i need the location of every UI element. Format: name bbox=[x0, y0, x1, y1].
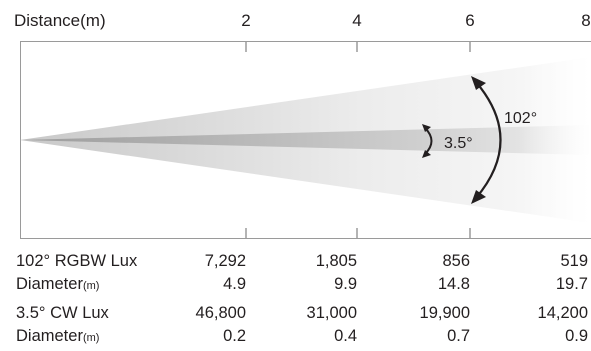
cell-value: 14,200 bbox=[537, 304, 588, 322]
distance-label-6: 6 bbox=[465, 11, 475, 30]
wide-angle-arrow-bottom bbox=[471, 190, 486, 204]
narrow-angle-arrow-top bbox=[422, 124, 431, 132]
row-label: Diameter(m) bbox=[16, 275, 100, 293]
table-row-cw-diameter: Diameter(m) 0.2 0.4 0.7 0.9 bbox=[0, 327, 591, 349]
cell-value: 1,805 bbox=[315, 252, 357, 270]
beam-fade bbox=[520, 42, 591, 238]
cell-value: 0.9 bbox=[565, 327, 588, 345]
row-label: 3.5° CW Lux bbox=[16, 304, 109, 322]
cell-value: 31,000 bbox=[306, 304, 357, 322]
distance-label-4: 4 bbox=[352, 11, 362, 30]
narrow-beam-cone bbox=[20, 125, 591, 155]
table-row-rgbw-diameter: Diameter(m) 4.9 9.9 14.8 19.7 bbox=[0, 275, 591, 297]
distance-axis-title: Distance(m) bbox=[14, 11, 106, 30]
row-label: Diameter(m) bbox=[16, 327, 100, 345]
cell-value: 519 bbox=[560, 252, 588, 270]
table-row-cw-lux: 3.5° CW Lux 46,800 31,000 19,900 14,200 bbox=[0, 304, 591, 326]
distance-label-2: 2 bbox=[241, 11, 251, 30]
wide-angle-arc bbox=[475, 81, 502, 199]
cell-value: 46,800 bbox=[195, 304, 246, 322]
cell-value: 19.7 bbox=[555, 275, 588, 293]
cell-value: 856 bbox=[442, 252, 470, 270]
wide-angle-arrow-top bbox=[471, 76, 486, 90]
cell-value: 4.9 bbox=[223, 275, 246, 293]
wide-angle-label: 102° bbox=[504, 110, 537, 127]
cell-value: 0.2 bbox=[223, 327, 246, 345]
cell-value: 7,292 bbox=[204, 252, 246, 270]
beam-diagram: 102° 3.5° bbox=[20, 41, 591, 239]
narrow-angle-arrow-bottom bbox=[422, 150, 431, 158]
cell-value: 19,900 bbox=[419, 304, 470, 322]
cell-value: 14.8 bbox=[437, 275, 470, 293]
row-label: 102° RGBW Lux bbox=[16, 252, 138, 270]
narrow-angle-label: 3.5° bbox=[444, 135, 473, 152]
cell-value: 9.9 bbox=[334, 275, 357, 293]
cell-value: 0.7 bbox=[447, 327, 470, 345]
distance-label-8: 8 bbox=[581, 11, 591, 30]
cell-value: 0.4 bbox=[334, 327, 357, 345]
table-row-rgbw-lux: 102° RGBW Lux 7,292 1,805 856 519 bbox=[0, 252, 591, 274]
